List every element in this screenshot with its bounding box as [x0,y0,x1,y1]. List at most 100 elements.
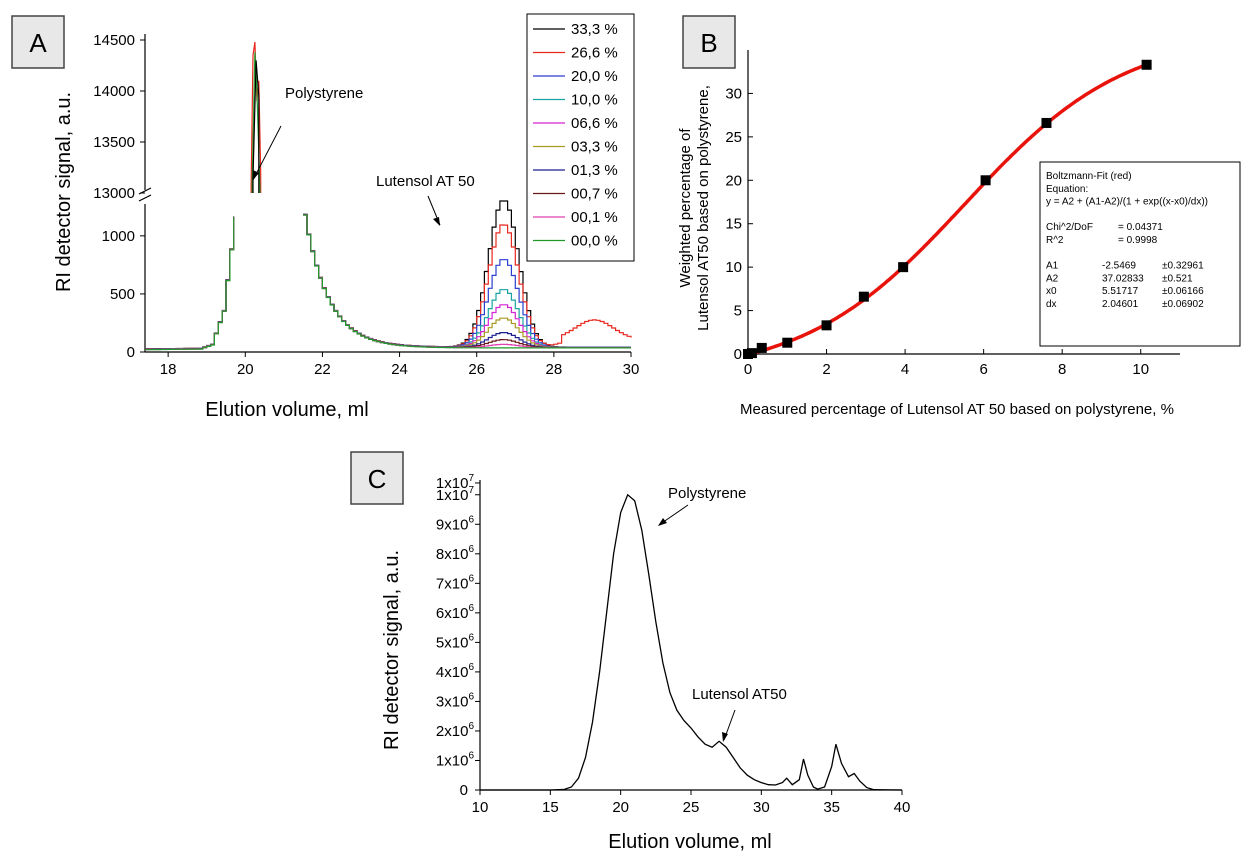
panel-b: B 0 2 4 6 8 10 0 5 10 15 20 25 30 Measured percentag… [677,15,1241,418]
panel-b-label: B [700,28,717,58]
fit-box: Boltzmann-Fit (red) Equation: y = A2 + (A1… [1039,161,1241,347]
annotation-polystyrene-arrow [252,125,282,181]
panel-c-y-tick-exponent: 6 [468,691,474,702]
fit-box-line: 2.04601 [1102,299,1139,310]
panel-b-x-tick-label: 4 [901,361,909,378]
panel-c-y-tick-label: 9x106 [436,514,475,533]
panel-c-y-tick-label: 6x106 [436,603,475,622]
legend-entry: 00,1 % [571,209,618,226]
panel-a-axis-break-mark [138,194,152,202]
annotation-lutensol-arrowhead [433,217,440,226]
panel-b-ylabel-line: Weighted percentage of [677,128,694,288]
panel-c-x-tick-label: 35 [823,799,840,816]
fit-box-line: x0 [1046,286,1057,297]
panel-b-y-tick-label: 10 [725,259,742,276]
data-point [782,337,793,348]
fit-box-line: y = A2 + (A1-A2)/(1 + exp((x-x0)/dx)) [1046,197,1208,208]
panel-c-y-tick-exponent: 6 [468,573,474,584]
panel-a-ylabel: RI detector signal, a.u. [53,92,75,292]
panel-a-label: A [29,28,47,58]
panel-c-y-tick-exponent: 6 [468,750,474,761]
data-point [821,320,832,331]
panel-c: C 10 15 20 25 30 35 40 0 1x106 2x106 3x106 4x106 5x1… [350,451,910,853]
panel-a-x-tick-label: 18 [160,361,177,378]
legend-entry: 06,6 % [571,115,618,132]
panel-c-y-tick-exponent: 6 [468,721,474,732]
series-spike [252,60,260,193]
panel-b-x-tick-label: 8 [1058,361,1066,378]
fit-box-line: ±0.521 [1162,273,1193,284]
panel-a-label-box: A [11,15,65,69]
series-line [145,214,631,351]
legend-entry: 10,0 % [571,92,618,109]
panel-c-x-tick-label: 10 [472,799,489,816]
boltzmann-fit-curve [747,63,1148,356]
fit-box-line: Equation: [1046,184,1088,195]
annotation-lutensol-at-50: Lutensol AT 50 [376,173,475,190]
fit-box-line: Boltzmann-Fit (red) [1046,171,1132,182]
legend-entry: 03,3 % [571,139,618,156]
panel-a-y-tick-label: 13500 [93,134,135,151]
panel-a-y-tick-label: 1000 [102,228,135,245]
legend-entry: 33,3 % [571,21,618,38]
data-point [980,175,991,186]
panel-c-label-box: C [350,451,404,505]
panel-b-axes [747,50,1180,355]
data-point [898,262,909,273]
legend: 33,3 % 26,6 % 20,0 % 10,0 % 06,6 % 03,3 % 01,3… [526,13,635,262]
fit-box-line: Chi^2/DoF [1046,222,1093,233]
panel-c-y-tick-label: 1x107 [436,473,475,492]
panel-b-x-tick-label: 2 [822,361,830,378]
panel-b-y-tick-label: 30 [725,85,742,102]
panel-c-x-tick-label: 20 [612,799,629,816]
panel-a-y-tick-label: 14500 [93,32,135,49]
panel-c-y-tick-exponent: 6 [468,544,474,555]
annotation-c-polystyrene: Polystyrene [668,485,746,502]
fit-box-text: Boltzmann-Fit (red) Equation: y = A2 + (A1… [1046,171,1208,310]
fit-box-line: -2.5469 [1102,261,1136,272]
panel-a-x-tick-label: 28 [546,361,563,378]
panel-a-axes [138,34,631,353]
panel-c-xlabel: Elution volume, ml [608,831,771,853]
panel-c-ylabel: RI detector signal, a.u. [381,550,403,750]
data-point [1141,59,1152,70]
fit-box-line: ±0.06902 [1162,299,1204,310]
fit-box-line: = 0.04371 [1118,222,1163,233]
panel-c-y-tick-label: 3x106 [436,691,475,710]
panel-a-x-tick-label: 30 [623,361,640,378]
panel-c-y-tick-label: 7x106 [436,573,475,592]
panel-b-y-tick-label: 25 [725,129,742,146]
fit-box-line: A2 [1046,273,1059,284]
panel-b-x-tick-label: 0 [744,361,752,378]
fit-box-line: dx [1046,299,1057,310]
panel-b-points [743,59,1152,359]
panel-c-y-tick-exponent: 7 [468,485,474,496]
panel-a-y-tick-label: 500 [110,286,135,303]
legend-entry: 01,3 % [571,162,618,179]
legend-box [526,13,635,262]
panel-a-x-tick-label: 24 [391,361,408,378]
panel-b-x-tick-label: 10 [1132,361,1149,378]
panel-a-xlabel: Elution volume, ml [205,399,368,421]
panel-c-y-tick-label: 5x106 [436,632,475,651]
fit-box-line: ±0.06166 [1162,286,1204,297]
panel-a-y-tick-label: 13000 [93,185,135,202]
panel-c-y-tick-label: 8x106 [436,544,475,563]
panel-b-y-tick-label: 15 [725,216,742,233]
panel-c-ticks: 10 15 20 25 30 35 40 0 1x106 2x106 3x106 4x106 5x106… [436,473,910,816]
panel-c-y-tick-label: 1x107 [436,485,475,504]
panel-a-x-tick-label: 20 [237,361,254,378]
panel-c-x-tick-label: 30 [753,799,770,816]
legend-entry: 00,0 % [571,233,618,250]
panel-a-x-tick-label: 26 [468,361,485,378]
annotation-polystyrene: Polystyrene [285,85,363,102]
annotation-c-polystyrene-arrowhead [658,518,667,526]
fit-box-line: 5.51717 [1102,286,1139,297]
panel-a-series [145,41,632,351]
fit-box-line: 37.02833 [1102,273,1144,284]
data-point [756,342,767,353]
legend-entry: 26,6 % [571,45,618,62]
panel-c-y-tick-label: 0 [460,782,468,799]
fit-box-line: R^2 [1046,235,1064,246]
